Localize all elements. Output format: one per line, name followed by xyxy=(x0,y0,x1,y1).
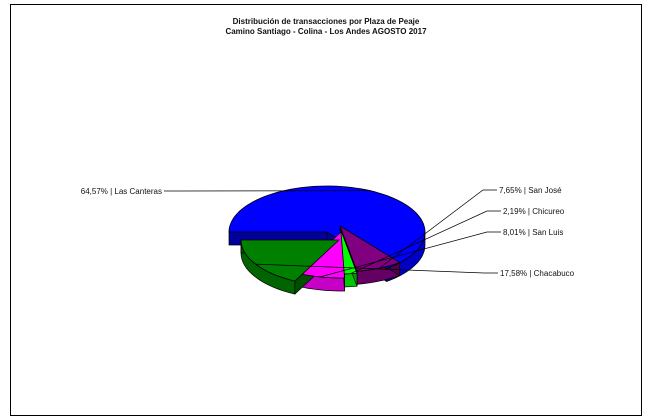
slice-label: 7,65% | San José xyxy=(499,186,562,195)
slice-label: 17,58% | Chacabuco xyxy=(500,269,575,278)
slice-label: 2,19% | Chicureo xyxy=(503,207,565,216)
chart-subtitle: Camino Santiago - Colina - Los Andes AGO… xyxy=(225,27,427,36)
leader-line xyxy=(379,189,497,269)
slice-label: 64,57% | Las Canteras xyxy=(81,187,162,196)
pie-labels: 64,57% | Las Canteras 7,65% | San José 2,1… xyxy=(81,186,575,278)
leader-line xyxy=(350,210,501,275)
chart-title: Distribución de transacciones por Plaza … xyxy=(232,17,420,26)
leader-line xyxy=(320,231,501,278)
slice-label: 8,01% | San Luis xyxy=(503,228,563,237)
leader-line xyxy=(255,263,498,274)
